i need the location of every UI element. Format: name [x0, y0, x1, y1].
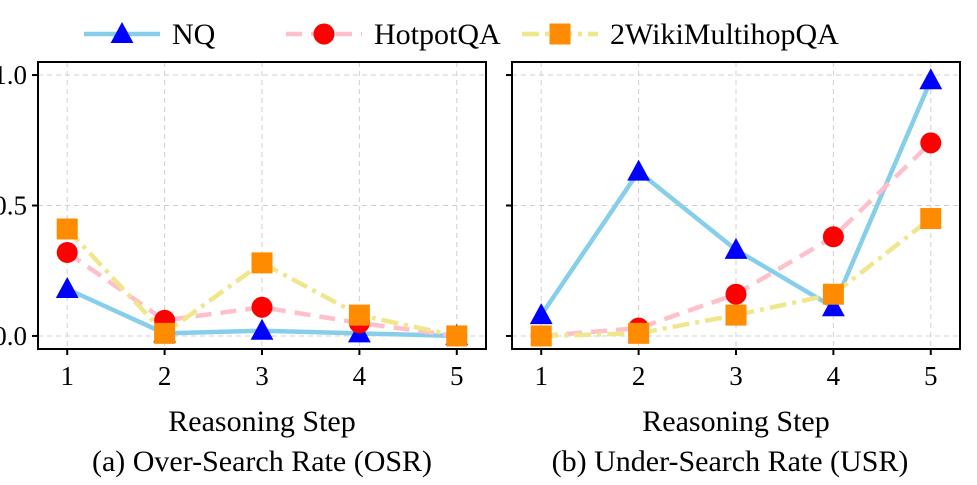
panel-caption: (a) Over-Search Rate (OSR) — [92, 445, 432, 478]
x-tick-label: 3 — [255, 361, 269, 391]
panel-over-search-rate: 1 2 3 4 5 0.0 0.5 1.0 Reasoning Step (a) Over-Sea… — [0, 60, 487, 478]
data-point-hotpotqa-step-5 — [920, 132, 942, 154]
legend-marker-2wikimultihopqa — [549, 23, 571, 45]
legend-label-nq: NQ — [172, 18, 216, 51]
y-tick-label: 1.0 — [0, 60, 27, 90]
data-point-nq-step-5 — [919, 68, 943, 90]
data-point-nq-step-3 — [250, 318, 274, 340]
data-point-nq-step-3 — [724, 237, 748, 259]
data-point-2wikimultihopqa-step-1 — [56, 218, 78, 240]
data-point-nq-step-1 — [529, 303, 553, 325]
data-point-nq-step-1 — [55, 276, 79, 298]
x-tick-label: 1 — [534, 361, 548, 391]
data-point-nq-step-4 — [821, 295, 845, 317]
data-point-hotpotqa-step-3 — [251, 296, 273, 318]
legend-label-2wikimultihopqa: 2WikiMultihopQA — [610, 18, 839, 51]
y-tick-label: 0.0 — [0, 321, 27, 351]
data-point-2wikimultihopqa-step-5 — [920, 208, 942, 230]
series-markers — [529, 68, 943, 347]
x-axis-label: Reasoning Step — [168, 405, 356, 438]
series-line-2wikimultihopqa — [65, 227, 458, 339]
series-line-hotpotqa — [65, 250, 458, 339]
x-tick-label: 1 — [60, 361, 74, 391]
data-point-2wikimultihopqa-step-3 — [251, 252, 273, 274]
data-point-2wikimultihopqa-step-2 — [628, 322, 650, 344]
panel-under-search-rate: 1 2 3 4 5 Reasoning Step (b) Under-Search Rate… — [506, 61, 961, 478]
legend-marker-nq — [110, 22, 134, 43]
data-point-hotpotqa-step-3 — [725, 283, 747, 305]
data-point-hotpotqa-step-4 — [822, 226, 844, 248]
data-point-2wikimultihopqa-step-5 — [446, 325, 468, 347]
data-point-hotpotqa-step-1 — [56, 241, 78, 263]
legend: NQ HotpotQA 2WikiMultihopQA — [84, 18, 839, 51]
x-tick-label: 4 — [827, 361, 841, 391]
legend-item-2wikimultihopqa: 2WikiMultihopQA — [522, 18, 839, 51]
data-point-2wikimultihopqa-step-2 — [154, 322, 176, 344]
series-markers — [55, 218, 469, 347]
panel-caption: (b) Under-Search Rate (USR) — [552, 445, 909, 478]
x-tick-label: 4 — [353, 361, 367, 391]
legend-item-hotpotqa: HotpotQA — [286, 18, 501, 51]
data-point-2wikimultihopqa-step-3 — [725, 304, 747, 326]
y-tick-label: 0.5 — [0, 191, 27, 221]
legend-item-nq: NQ — [84, 18, 216, 51]
series-line-2wikimultihopqa — [541, 216, 933, 339]
x-tick-label: 5 — [450, 361, 464, 391]
x-tick-label: 2 — [632, 361, 646, 391]
data-point-2wikimultihopqa-step-1 — [530, 325, 552, 347]
x-tick-label: 3 — [729, 361, 743, 391]
x-axis-label: Reasoning Step — [642, 405, 830, 438]
data-point-nq-step-2 — [627, 159, 651, 181]
x-tick-label: 2 — [158, 361, 172, 391]
legend-label-hotpotqa: HotpotQA — [374, 18, 501, 51]
legend-marker-hotpotqa — [313, 23, 335, 45]
data-point-2wikimultihopqa-step-4 — [348, 304, 370, 326]
x-tick-label: 5 — [924, 361, 938, 391]
data-point-2wikimultihopqa-step-4 — [822, 283, 844, 305]
